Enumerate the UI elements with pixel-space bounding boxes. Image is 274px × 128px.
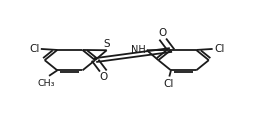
Text: S: S [103, 39, 110, 49]
Text: Cl: Cl [214, 44, 224, 54]
Text: NH: NH [131, 45, 145, 55]
Text: CH₃: CH₃ [38, 79, 55, 88]
Text: O: O [99, 72, 107, 82]
Text: Cl: Cl [163, 79, 173, 89]
Text: Cl: Cl [29, 44, 39, 54]
Text: O: O [159, 28, 167, 38]
